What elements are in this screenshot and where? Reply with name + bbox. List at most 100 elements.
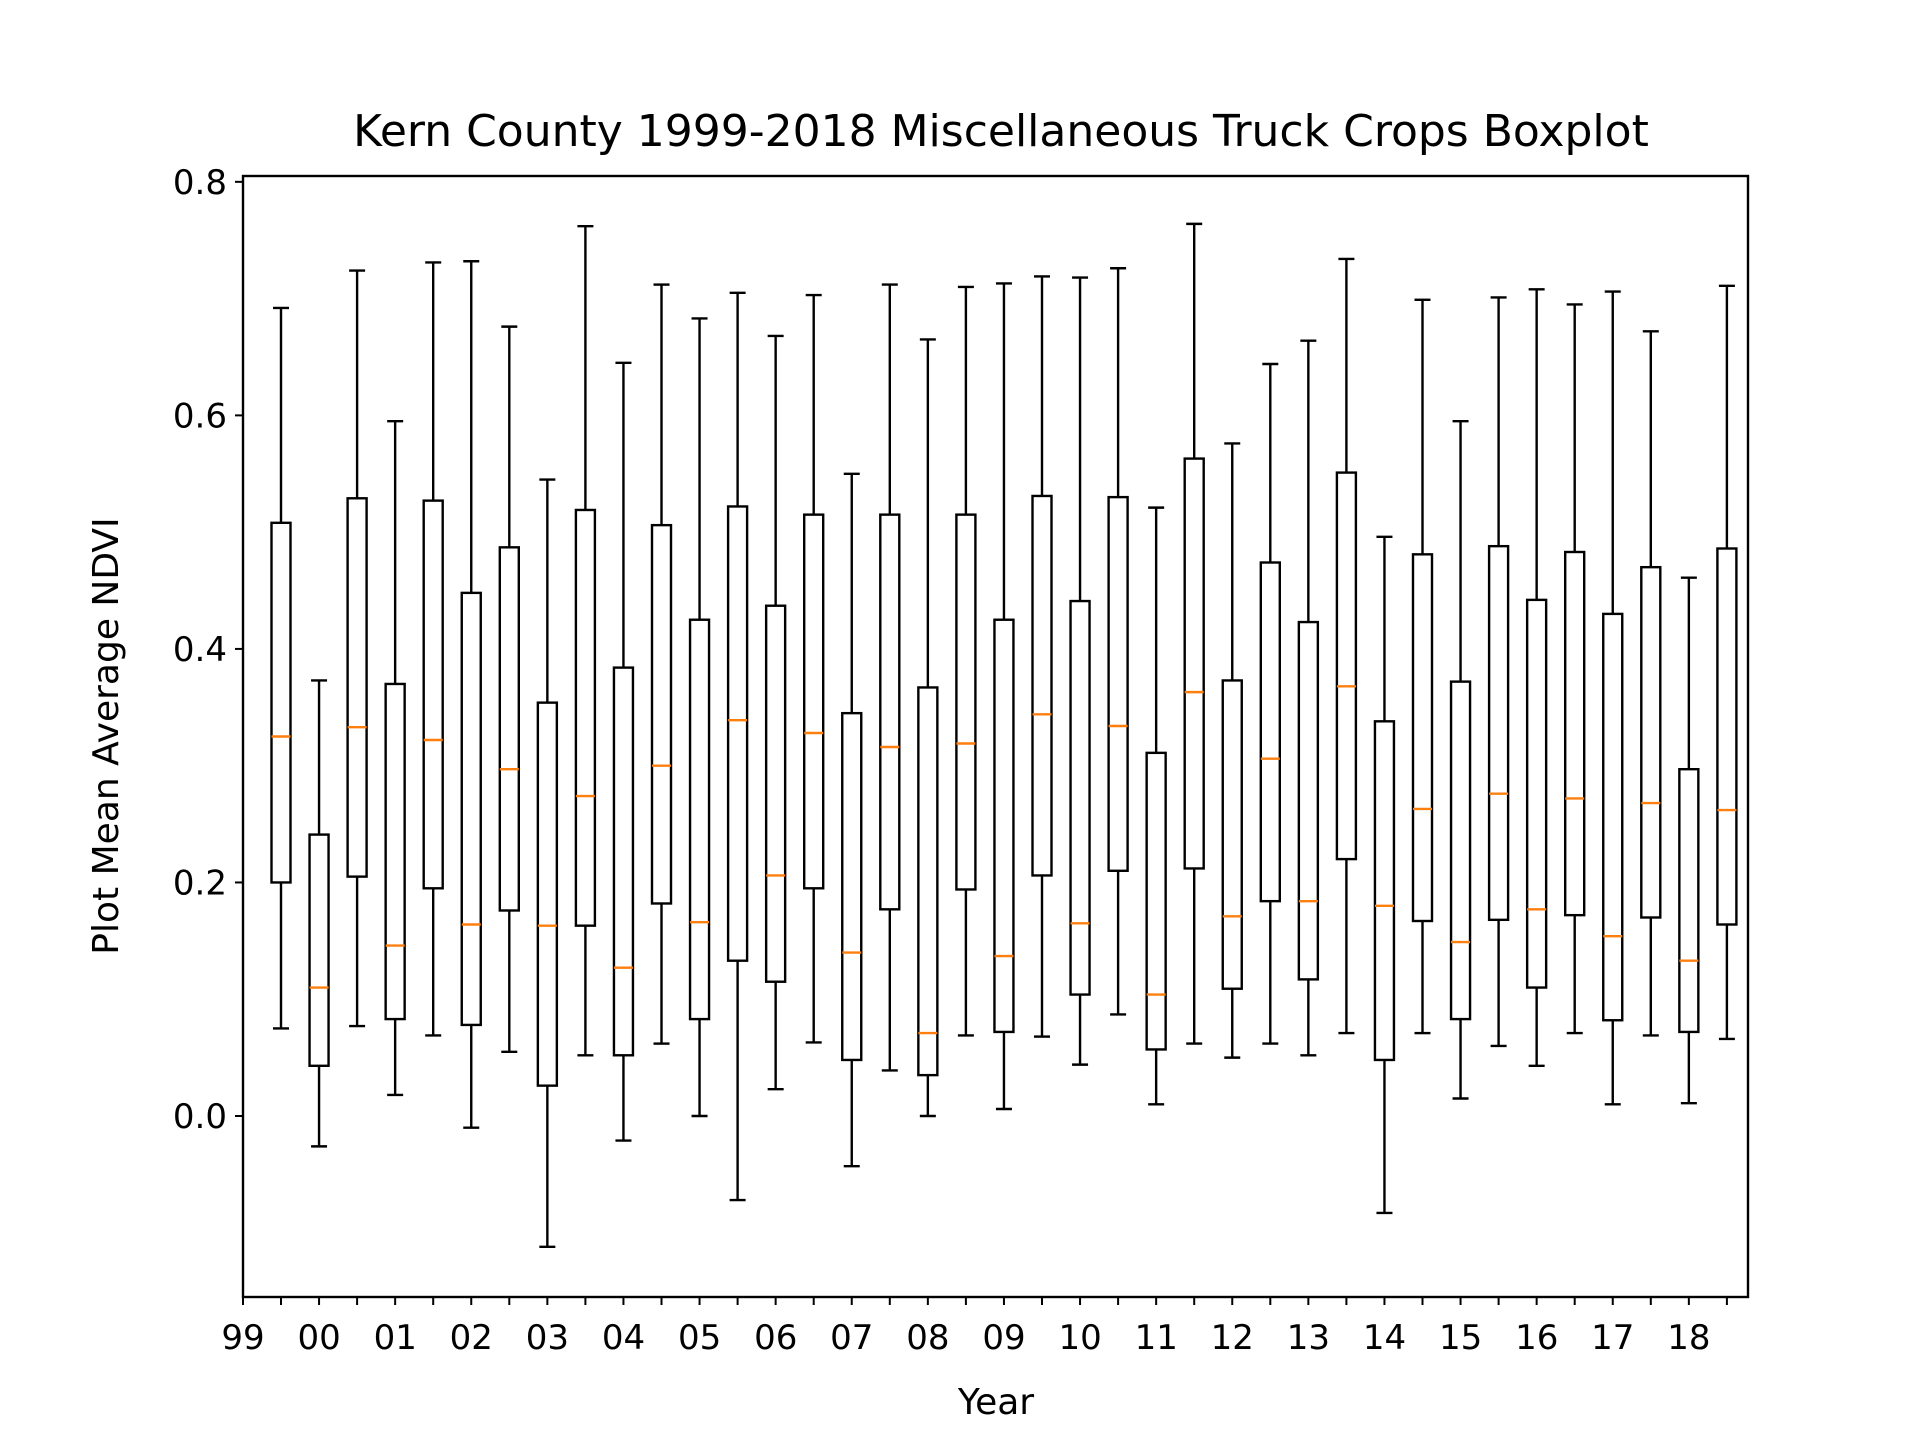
x-tick-label: 99 (221, 1318, 264, 1358)
box-9 (612, 361, 635, 1142)
box-28 (1335, 257, 1358, 1035)
iqr-box (1602, 612, 1624, 1022)
iqr-box (803, 513, 825, 890)
iqr-box (460, 591, 482, 1027)
x-tick-label: 08 (906, 1318, 949, 1358)
iqr-box (498, 546, 520, 912)
x-tick-label: 02 (450, 1318, 493, 1358)
box-0 (270, 306, 292, 1030)
iqr-box (726, 505, 749, 962)
box-19 (993, 282, 1015, 1111)
box-32 (1487, 296, 1510, 1048)
box-1 (308, 679, 330, 1148)
box-4 (422, 261, 444, 1037)
y-tick-label: 0.4 (173, 630, 227, 670)
box-18 (955, 285, 977, 1037)
iqr-box (346, 497, 368, 878)
box-27 (1297, 339, 1320, 1057)
box-15 (841, 472, 863, 1168)
iqr-box (1487, 544, 1510, 922)
iqr-box (1221, 679, 1243, 990)
box-30 (1411, 298, 1434, 1035)
box-3 (384, 420, 406, 1097)
box-5 (460, 260, 482, 1129)
iqr-box (993, 618, 1015, 1034)
box-20 (1031, 275, 1053, 1038)
x-tick-label: 10 (1058, 1318, 1101, 1358)
iqr-box (574, 508, 597, 927)
x-tick-label: 00 (297, 1318, 340, 1358)
box-38 (1716, 284, 1738, 1041)
iqr-box (1259, 561, 1282, 903)
x-tick-label: 14 (1363, 1318, 1406, 1358)
iqr-box (955, 513, 977, 891)
iqr-box (1563, 550, 1586, 917)
box-11 (688, 317, 711, 1118)
box-16 (879, 283, 901, 1072)
box-35 (1602, 290, 1624, 1106)
iqr-box (688, 618, 711, 1021)
box-34 (1563, 303, 1586, 1035)
iqr-box (536, 701, 559, 1087)
x-tick-label: 12 (1211, 1318, 1254, 1358)
box-25 (1221, 442, 1243, 1059)
iqr-box (612, 666, 635, 1057)
y-axis: 0.0 0.2 0.4 0.6 0.8 (173, 163, 243, 1137)
x-tick-label: 15 (1439, 1318, 1482, 1358)
box-22 (1107, 267, 1129, 1016)
iqr-box (1411, 553, 1434, 923)
box-36 (1640, 330, 1662, 1037)
x-tick-label: 18 (1667, 1318, 1710, 1358)
box-21 (1069, 276, 1091, 1066)
box-26 (1259, 362, 1282, 1045)
y-tick-label: 0.2 (173, 863, 227, 903)
box-10 (650, 283, 673, 1045)
x-tick-label: 17 (1591, 1318, 1634, 1358)
box-23 (1145, 506, 1167, 1106)
iqr-box (917, 686, 939, 1077)
box-37 (1678, 576, 1700, 1105)
x-tick-label: 04 (602, 1318, 645, 1358)
iqr-box (1031, 494, 1053, 877)
box-17 (917, 338, 939, 1118)
x-tick-label: 11 (1135, 1318, 1178, 1358)
iqr-box (1335, 471, 1358, 861)
y-tick-label: 0.0 (173, 1097, 227, 1137)
x-tick-label: 13 (1287, 1318, 1330, 1358)
x-tick-label: 09 (982, 1318, 1025, 1358)
box-8 (574, 225, 597, 1057)
iqr-box (650, 523, 673, 905)
iqr-box (270, 521, 292, 884)
iqr-box (764, 604, 787, 983)
iqr-box (879, 513, 901, 911)
box-29 (1373, 535, 1396, 1215)
iqr-box (1069, 599, 1091, 996)
chart-title: Kern County 1999-2018 Miscellaneous Truc… (353, 106, 1649, 157)
iqr-box (841, 711, 863, 1062)
x-tick-label: 16 (1515, 1318, 1558, 1358)
iqr-box (384, 682, 406, 1021)
iqr-box (1716, 547, 1738, 926)
plot-area (270, 222, 1738, 1248)
box-13 (764, 334, 787, 1091)
x-tick-label: 06 (754, 1318, 797, 1358)
x-tick-label: 01 (374, 1318, 417, 1358)
box-31 (1449, 420, 1472, 1100)
iqr-box (422, 499, 444, 890)
box-6 (498, 325, 520, 1053)
x-axis: 99 00 01 02 03 04 05 06 07 08 09 10 11 12 13 14 15 16 17 18 (221, 1297, 1728, 1358)
x-tick-label: 07 (830, 1318, 873, 1358)
iqr-box (1107, 495, 1129, 872)
x-tick-label: 03 (526, 1318, 569, 1358)
iqr-box (1449, 680, 1472, 1021)
y-tick-label: 0.6 (173, 396, 227, 436)
y-axis-label: Plot Mean Average NDVI (86, 517, 127, 954)
iqr-box (1145, 751, 1167, 1051)
x-axis-label: Year (957, 1382, 1034, 1423)
iqr-box (1525, 598, 1548, 989)
iqr-box (1373, 720, 1396, 1062)
box-12 (726, 291, 749, 1202)
iqr-box (308, 833, 330, 1067)
iqr-box (1183, 457, 1205, 870)
